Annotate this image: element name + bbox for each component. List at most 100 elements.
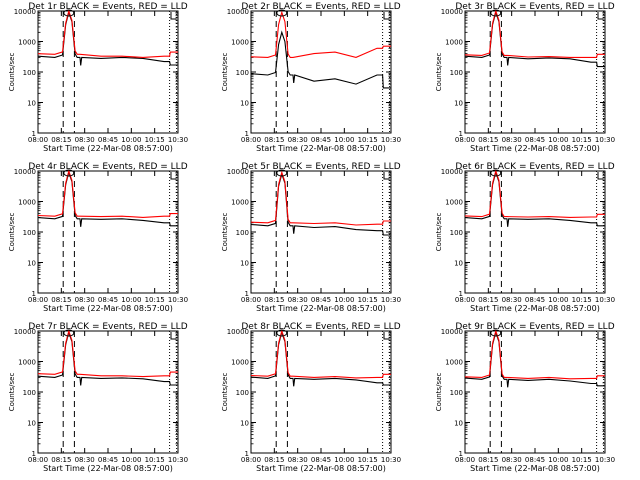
y-axis-label: Counts/sec <box>221 373 229 412</box>
y-axis-label: Counts/sec <box>435 53 443 92</box>
y-tick-label: 10000 <box>14 168 36 176</box>
chart-title: Det 9r BLACK = Events, RED = LLD <box>455 322 614 332</box>
x-tick-label: 10:00 <box>121 296 141 304</box>
y-tick-label: 10 <box>454 260 463 268</box>
top-bracket-marker <box>383 332 390 340</box>
x-tick-label: 10:30 <box>381 136 401 144</box>
y-tick-label: 100 <box>236 69 249 77</box>
x-axis-label: Start Time (22-Mar-08 08:57:00) <box>256 304 386 313</box>
x-tick-label: 08:15 <box>478 296 498 304</box>
y-tick-label: 100 <box>236 229 249 237</box>
x-tick-label: 10:30 <box>381 456 401 464</box>
chart-title: Det 4r BLACK = Events, RED = LLD <box>28 162 187 172</box>
y-axis-label: Counts/sec <box>8 213 16 252</box>
y-tick-label: 10 <box>240 260 249 268</box>
series-line-events <box>37 170 178 227</box>
x-axis-label: Start Time (22-Mar-08 08:57:00) <box>43 144 173 153</box>
y-tick-label: 1 <box>245 130 249 138</box>
series-line-events <box>464 10 605 68</box>
x-tick-label: 08:00 <box>241 296 261 304</box>
top-bracket-marker <box>597 12 604 20</box>
x-tick-label: 08:00 <box>28 296 48 304</box>
y-tick-label: 10000 <box>441 328 463 336</box>
x-tick-label: 10:30 <box>168 296 188 304</box>
x-tick-label: 10:15 <box>358 456 378 464</box>
x-tick-label: 10:15 <box>572 456 592 464</box>
plot-frame <box>37 170 179 294</box>
y-tick-label: 10000 <box>441 8 463 16</box>
top-bracket-marker <box>170 12 177 20</box>
x-tick-label: 10:30 <box>595 456 615 464</box>
x-tick-label: 08:45 <box>98 296 118 304</box>
x-tick-label: 10:15 <box>145 456 165 464</box>
x-tick-label: 08:00 <box>455 456 475 464</box>
x-tick-label: 08:45 <box>98 456 118 464</box>
chart-title: Det 7r BLACK = Events, RED = LLD <box>28 322 187 332</box>
chart-panel-1: Det 1r BLACK = Events, RED = LLD 1 10 100 10… <box>8 2 188 153</box>
y-tick-label: 1000 <box>231 199 249 207</box>
y-tick-label: 100 <box>450 389 463 397</box>
x-tick-label: 08:15 <box>264 456 284 464</box>
series-line-lld <box>464 169 605 218</box>
y-tick-label: 1000 <box>18 359 36 367</box>
y-tick-label: 100 <box>23 69 36 77</box>
peak-marker <box>276 329 288 337</box>
x-tick-label: 08:15 <box>51 296 71 304</box>
plot-frame <box>250 10 392 134</box>
x-tick-label: 08:15 <box>51 456 71 464</box>
plot-frame <box>250 330 392 454</box>
top-bracket-marker <box>383 12 390 20</box>
series-line-events <box>250 172 391 236</box>
series-line-lld <box>464 9 605 58</box>
x-tick-label: 08:15 <box>478 456 498 464</box>
y-tick-label: 10000 <box>227 328 249 336</box>
series-line-lld <box>37 169 178 218</box>
y-tick-label: 1 <box>459 290 463 298</box>
plot-frame <box>464 10 606 134</box>
y-tick-label: 100 <box>450 69 463 77</box>
y-tick-label: 1 <box>32 450 36 458</box>
plot-frame <box>464 170 606 294</box>
x-tick-label: 10:00 <box>121 456 141 464</box>
x-tick-label: 08:30 <box>288 136 308 144</box>
x-tick-label: 10:00 <box>334 296 354 304</box>
x-tick-label: 08:30 <box>502 456 522 464</box>
x-tick-label: 10:30 <box>168 456 188 464</box>
chart-panel-8: Det 8r BLACK = Events, RED = LLD 1 10 100 10… <box>221 322 401 473</box>
x-tick-label: 08:45 <box>311 296 331 304</box>
series-line-lld <box>250 170 391 226</box>
x-tick-label: 08:30 <box>75 296 95 304</box>
x-tick-label: 10:00 <box>548 296 568 304</box>
x-tick-label: 10:15 <box>572 296 592 304</box>
y-tick-label: 1 <box>32 290 36 298</box>
plot-frame <box>250 170 392 294</box>
x-tick-label: 08:30 <box>75 136 95 144</box>
x-tick-label: 08:30 <box>288 456 308 464</box>
y-tick-label: 100 <box>23 229 36 237</box>
x-tick-label: 08:15 <box>264 136 284 144</box>
x-tick-label: 08:00 <box>455 296 475 304</box>
plot-frame <box>37 330 179 454</box>
x-axis-label: Start Time (22-Mar-08 08:57:00) <box>470 464 600 473</box>
series-line-events <box>250 30 391 89</box>
chart-panel-2: Det 2r BLACK = Events, RED = LLD 1 10 100 10… <box>221 2 401 153</box>
y-tick-label: 1000 <box>231 39 249 47</box>
peak-marker <box>276 9 288 17</box>
x-tick-label: 10:00 <box>334 136 354 144</box>
peak-marker <box>490 9 502 17</box>
y-tick-label: 1000 <box>231 359 249 367</box>
y-axis-label: Counts/sec <box>435 373 443 412</box>
y-tick-label: 10 <box>240 100 249 108</box>
series-line-events <box>37 330 178 386</box>
y-tick-label: 100 <box>450 229 463 237</box>
x-tick-label: 08:45 <box>525 136 545 144</box>
y-tick-label: 10 <box>27 100 36 108</box>
chart-panel-7: Det 7r BLACK = Events, RED = LLD 1 10 100 10… <box>8 322 188 473</box>
series-line-events <box>250 330 391 387</box>
x-axis-label: Start Time (22-Mar-08 08:57:00) <box>470 144 600 153</box>
y-tick-label: 1000 <box>18 39 36 47</box>
x-tick-label: 10:15 <box>572 136 592 144</box>
y-tick-label: 100 <box>236 389 249 397</box>
y-tick-label: 1000 <box>445 199 463 207</box>
y-tick-label: 10000 <box>14 8 36 16</box>
